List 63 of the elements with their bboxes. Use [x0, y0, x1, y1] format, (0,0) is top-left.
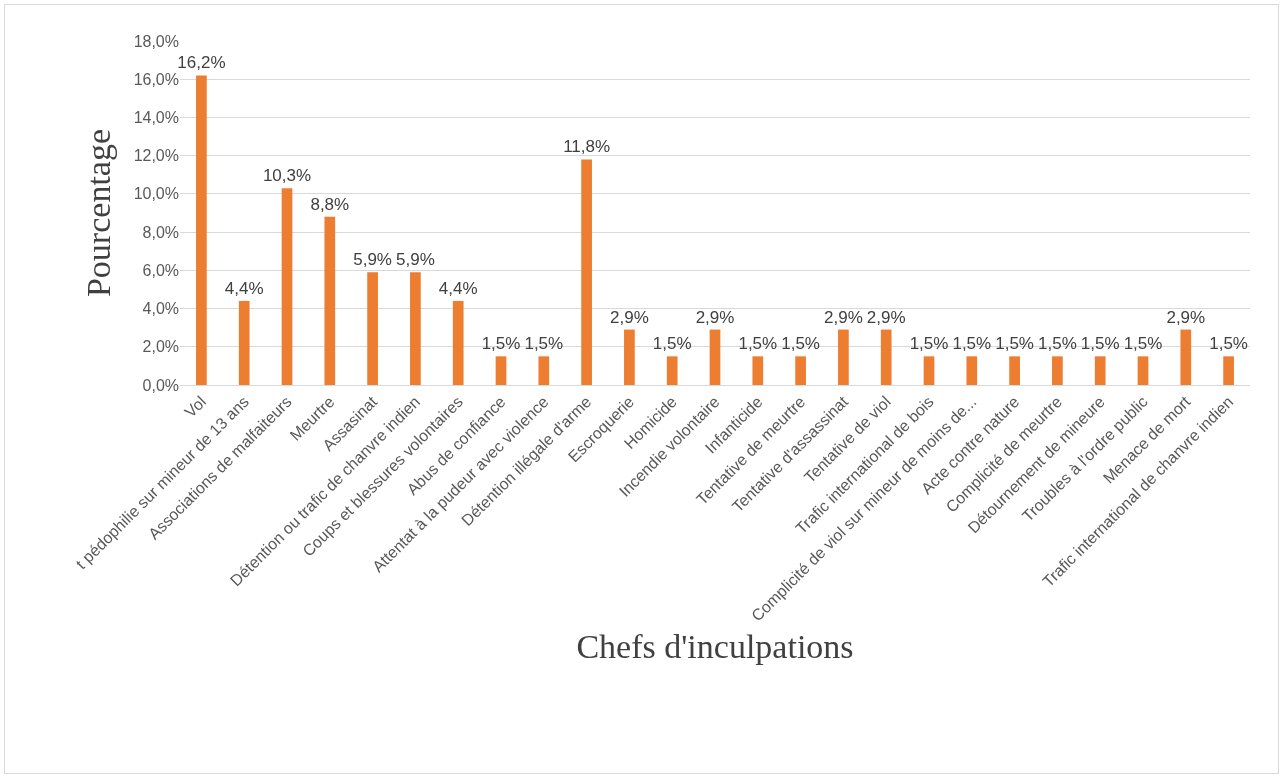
- bar: [624, 329, 635, 385]
- data-label: 1,5%: [781, 334, 820, 354]
- y-tick-label: 10,0%: [133, 185, 179, 203]
- y-tick-label: 6,0%: [142, 261, 179, 279]
- bar: [1052, 356, 1063, 385]
- data-label: 1,5%: [481, 334, 521, 354]
- y-tick-label: 2,0%: [142, 338, 179, 356]
- data-label: 1,5%: [652, 334, 692, 354]
- bar: [324, 216, 336, 385]
- data-label: 4,4%: [224, 278, 264, 298]
- data-label: 11,8%: [563, 137, 611, 157]
- bar: [238, 300, 250, 385]
- bar: [1094, 356, 1106, 385]
- bar: [795, 356, 806, 385]
- data-label: 16,2%: [177, 53, 226, 73]
- bar: [966, 356, 978, 385]
- data-label: 1,5%: [1080, 334, 1120, 354]
- data-label: 5,9%: [353, 250, 392, 270]
- bar: [752, 356, 764, 385]
- data-label: 1,5%: [952, 334, 992, 354]
- data-label: 1,5%: [738, 334, 778, 354]
- data-label: 10,3%: [262, 166, 312, 186]
- bar: [1180, 329, 1192, 385]
- y-tick-label: 14,0%: [133, 109, 179, 127]
- bar: [452, 300, 464, 385]
- bar: [880, 329, 892, 385]
- y-axis-title: Pourcentage: [80, 128, 118, 298]
- bar: [538, 356, 550, 385]
- data-label: 5,9%: [396, 250, 435, 270]
- bar: [709, 329, 721, 385]
- bar: [1137, 356, 1149, 385]
- data-label: 1,5%: [1209, 334, 1248, 354]
- bar: [367, 272, 378, 385]
- x-tick-label: Vol: [181, 392, 210, 421]
- data-label: 2,9%: [610, 307, 649, 327]
- data-label: 2,9%: [824, 307, 863, 327]
- y-tick-label: 18,0%: [133, 32, 179, 50]
- data-label: 1,5%: [1123, 334, 1163, 354]
- y-tick-label: 0,0%: [142, 376, 179, 394]
- data-label: 2,9%: [695, 307, 735, 327]
- bar: [1223, 356, 1234, 385]
- bar: [838, 329, 849, 385]
- bar: [196, 75, 207, 385]
- y-tick-label: 8,0%: [142, 223, 179, 241]
- bar: [923, 356, 935, 385]
- bar: [666, 356, 678, 385]
- bar: [1009, 356, 1020, 385]
- x-axis-title: Chefs d'inculpations: [576, 627, 854, 665]
- bar: [410, 272, 421, 385]
- data-label: 2,9%: [866, 307, 906, 327]
- bar: [581, 159, 592, 385]
- data-label: 1,5%: [995, 334, 1034, 354]
- data-label: 2,9%: [1166, 307, 1206, 327]
- data-label: 1,5%: [1038, 334, 1077, 354]
- data-label: 8,8%: [310, 194, 350, 214]
- y-tick-label: 12,0%: [133, 147, 179, 165]
- data-label: 4,4%: [438, 278, 478, 298]
- bar: [495, 356, 507, 385]
- bar: [281, 188, 293, 385]
- y-tick-label: 16,0%: [133, 70, 179, 88]
- data-label: 1,5%: [524, 334, 564, 354]
- data-label: 1,5%: [909, 334, 949, 354]
- y-tick-label: 4,0%: [142, 300, 179, 318]
